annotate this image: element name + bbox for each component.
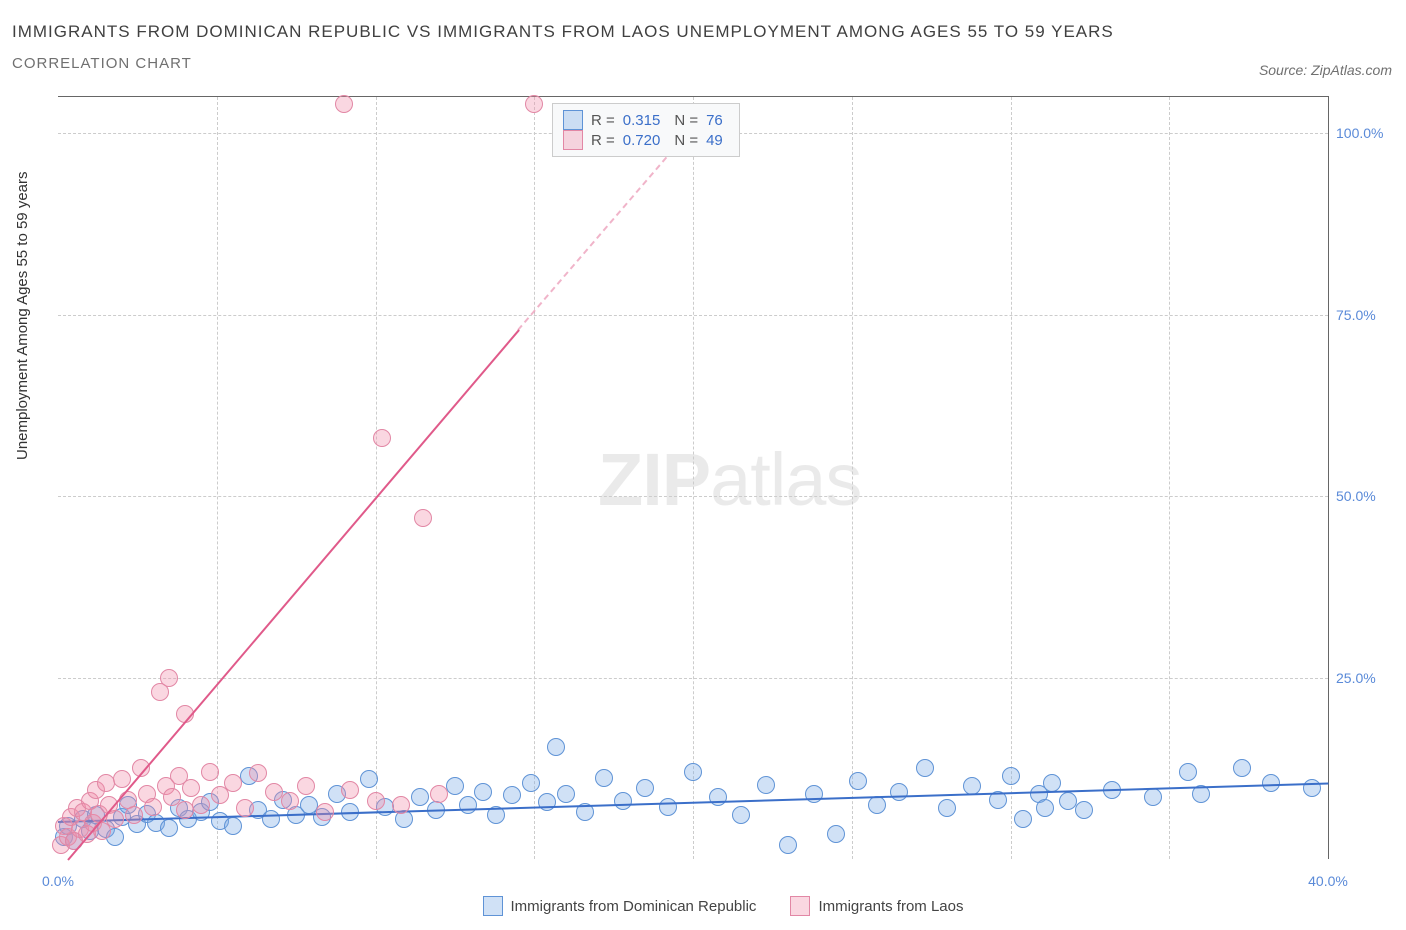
data-point-laos (341, 781, 359, 799)
data-point-dr (160, 819, 178, 837)
data-point-dr (1179, 763, 1197, 781)
data-point-dr (595, 769, 613, 787)
data-point-dr (779, 836, 797, 854)
n-value: 76 (706, 112, 723, 129)
data-point-dr (1233, 759, 1251, 777)
data-point-dr (557, 785, 575, 803)
legend-row-dr: R = 0.315 N = 76 (563, 110, 729, 130)
grid-line-v (534, 97, 535, 859)
data-point-dr (262, 810, 280, 828)
grid-line-v (693, 97, 694, 859)
y-tick-label: 100.0% (1336, 125, 1396, 141)
grid-line-v (852, 97, 853, 859)
data-point-dr (503, 786, 521, 804)
data-point-dr (538, 793, 556, 811)
data-point-dr (360, 770, 378, 788)
watermark-light: atlas (710, 438, 861, 521)
y-tick-label: 50.0% (1336, 488, 1396, 504)
n-value: 49 (706, 132, 723, 149)
data-point-laos (373, 429, 391, 447)
data-point-dr (1002, 767, 1020, 785)
grid-line-v (217, 97, 218, 859)
data-point-laos (192, 796, 210, 814)
data-point-dr (849, 772, 867, 790)
data-point-laos (182, 779, 200, 797)
data-point-laos (236, 799, 254, 817)
data-point-dr (757, 776, 775, 794)
data-point-dr (614, 792, 632, 810)
data-point-dr (1043, 774, 1061, 792)
legend-label: Immigrants from Laos (818, 898, 963, 915)
legend-item-dr: Immigrants from Dominican Republic (483, 896, 757, 916)
plot-area: ZIPatlas R =0.315N =76R =0.720N =49 25.0… (58, 96, 1329, 859)
data-point-laos (392, 796, 410, 814)
data-point-dr (411, 788, 429, 806)
data-point-dr (1144, 788, 1162, 806)
data-point-dr (1303, 779, 1321, 797)
chart-subtitle: CORRELATION CHART (12, 55, 1394, 72)
y-tick-label: 25.0% (1336, 670, 1396, 686)
data-point-laos (367, 792, 385, 810)
correlation-legend: R = 0.315 N = 76 R = 0.720 N = 49 (552, 103, 740, 157)
data-point-dr (938, 799, 956, 817)
data-point-dr (459, 796, 477, 814)
series-legend: Immigrants from Dominican Republic Immigr… (58, 896, 1388, 916)
data-point-laos (113, 770, 131, 788)
source-attribution: Source: ZipAtlas.com (1259, 62, 1392, 78)
watermark: ZIPatlas (598, 437, 861, 522)
data-point-laos (125, 806, 143, 824)
grid-line-v (1011, 97, 1012, 859)
data-point-dr (1036, 799, 1054, 817)
legend-swatch (483, 896, 503, 916)
data-point-dr (916, 759, 934, 777)
data-point-dr (890, 783, 908, 801)
n-label: N = (674, 132, 698, 149)
data-point-laos (160, 669, 178, 687)
x-tick-label: 0.0% (42, 873, 74, 889)
r-label: R = (591, 112, 615, 129)
data-point-dr (659, 798, 677, 816)
legend-swatch (790, 896, 810, 916)
y-axis-label: Unemployment Among Ages 55 to 59 years (14, 171, 31, 460)
data-point-dr (636, 779, 654, 797)
data-point-dr (827, 825, 845, 843)
data-point-dr (1262, 774, 1280, 792)
data-point-laos (316, 803, 334, 821)
data-point-dr (1014, 810, 1032, 828)
y-tick-label: 75.0% (1336, 307, 1396, 323)
data-point-laos (414, 509, 432, 527)
data-point-dr (446, 777, 464, 795)
data-point-laos (144, 798, 162, 816)
grid-line-v (1169, 97, 1170, 859)
legend-item-laos: Immigrants from Laos (790, 896, 963, 916)
data-point-dr (547, 738, 565, 756)
data-point-laos (335, 95, 353, 113)
legend-label: Immigrants from Dominican Republic (511, 898, 757, 915)
r-label: R = (591, 132, 615, 149)
data-point-dr (684, 763, 702, 781)
data-point-dr (1075, 801, 1093, 819)
data-point-laos (224, 774, 242, 792)
data-point-dr (709, 788, 727, 806)
grid-line-v (376, 97, 377, 859)
data-point-dr (522, 774, 540, 792)
r-value: 0.720 (623, 132, 661, 149)
data-point-dr (474, 783, 492, 801)
data-point-dr (732, 806, 750, 824)
legend-row-laos: R = 0.720 N = 49 (563, 130, 729, 150)
r-value: 0.315 (623, 112, 661, 129)
n-label: N = (674, 112, 698, 129)
legend-swatch (563, 130, 583, 150)
data-point-laos (281, 792, 299, 810)
plot-container: ZIPatlas R =0.315N =76R =0.720N =49 25.0… (58, 96, 1388, 886)
x-tick-label: 40.0% (1308, 873, 1348, 889)
data-point-laos (201, 763, 219, 781)
data-point-laos (525, 95, 543, 113)
chart-title: IMMIGRANTS FROM DOMINICAN REPUBLIC VS IM… (12, 18, 1394, 45)
data-point-laos (430, 785, 448, 803)
legend-swatch (563, 110, 583, 130)
data-point-laos (249, 764, 267, 782)
data-point-dr (224, 817, 242, 835)
data-point-laos (297, 777, 315, 795)
